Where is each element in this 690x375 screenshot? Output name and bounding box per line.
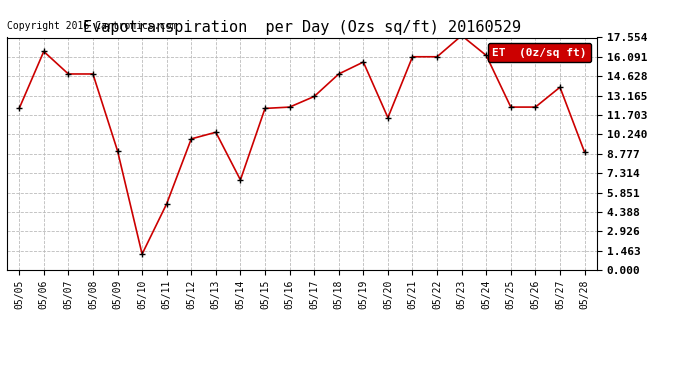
- Legend: ET  (0z/sq ft): ET (0z/sq ft): [488, 43, 591, 62]
- Title: Evapotranspiration  per Day (Ozs sq/ft) 20160529: Evapotranspiration per Day (Ozs sq/ft) 2…: [83, 20, 521, 35]
- Text: Copyright 2016 Cartronics.com: Copyright 2016 Cartronics.com: [7, 21, 177, 30]
